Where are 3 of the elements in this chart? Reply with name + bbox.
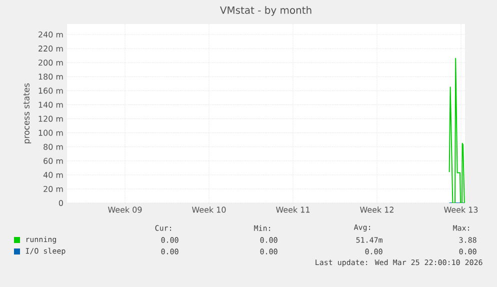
y-axis-title: process states bbox=[23, 83, 32, 144]
line-series bbox=[448, 58, 465, 203]
chart-title: VMstat - by month bbox=[220, 6, 312, 16]
